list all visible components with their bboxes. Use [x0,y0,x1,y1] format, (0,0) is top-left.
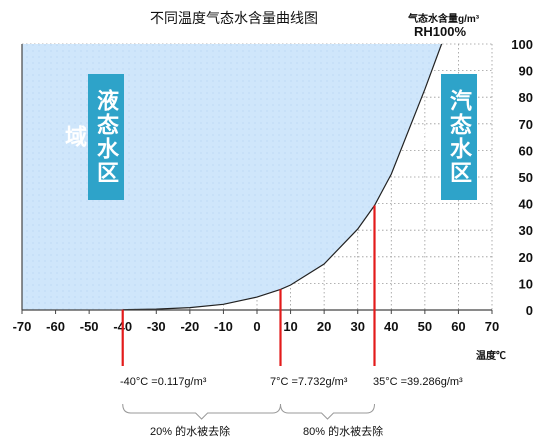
y-tick-label: 90 [519,64,533,79]
removal-braces [122,403,375,420]
rh-label: RH100% [414,24,467,39]
y-tick-label: 40 [519,197,533,212]
liquid-region-area [22,44,442,310]
removal-brace [122,403,281,420]
x-tick-label: -30 [147,319,166,334]
y-tick-label: 10 [519,276,533,291]
x-tick-label: 30 [350,319,364,334]
x-tick-label: 0 [253,319,260,334]
y-tick-label: 80 [519,90,533,105]
y-tick-label: 50 [519,170,533,185]
y-tick-label: 30 [519,223,533,238]
removal-80-label: 80% 的水被去除 [303,426,384,438]
removal-brace [280,403,375,420]
x-tick-label: 50 [418,319,432,334]
annotation-minus40: -40°C =0.117g/m³ [120,376,207,388]
chart-title: 不同温度气态水含量曲线图 [150,10,318,26]
x-tick-label: -70 [13,319,32,334]
y-tick-label: 100 [511,37,533,52]
x-tick-label: 70 [485,319,499,334]
x-tick-label: -60 [46,319,65,334]
annotation-markers [121,205,376,366]
removal-20-label: 20% 的水被去除 [150,426,231,438]
y-unit-label: 气态水含量g/m³ [408,14,480,25]
x-tick-label: 60 [451,319,465,334]
x-axis-label: 温度℃ [476,351,506,362]
x-tick-label: -20 [180,319,199,334]
y-tick-label: 20 [519,250,533,265]
x-tick-label: 40 [384,319,398,334]
y-tick-labels: 0 10 20 30 40 50 60 70 80 90 100 [511,37,533,318]
y-tick-label: 0 [526,303,533,318]
x-tick-label: -10 [214,319,233,334]
x-tick-label: 20 [317,319,331,334]
x-tick-label: -50 [80,319,99,334]
annotation-7c: 7°C =7.732g/m³ [270,376,348,388]
y-tick-label: 60 [519,143,533,158]
liquid-region-label: 液态水区域 [61,74,124,200]
annotation-35c: 35°C =39.286g/m³ [373,376,463,388]
vapor-region-label: 汽态水区域 [414,74,477,200]
saturation-curve [122,43,443,311]
y-tick-label: 70 [519,117,533,132]
x-tick-label: 10 [283,319,297,334]
